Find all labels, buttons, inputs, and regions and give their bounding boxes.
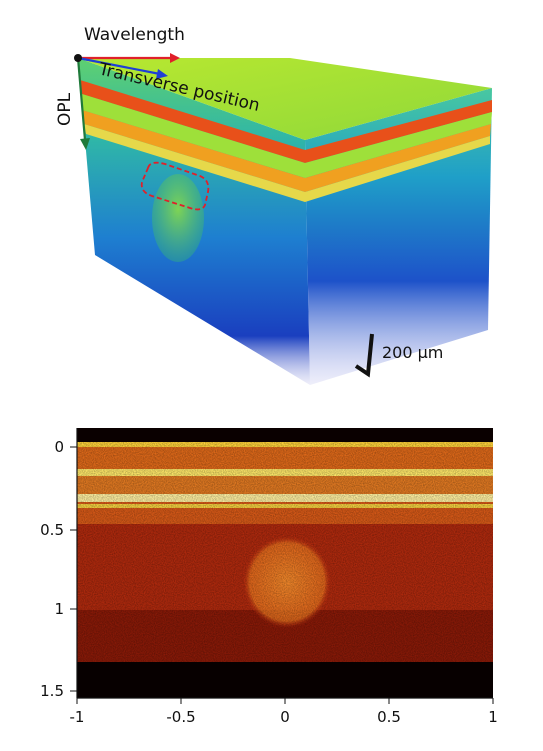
opl-label: OPL (55, 92, 75, 126)
band-green-front (82, 94, 305, 178)
scale-bar-label: 200 μm (382, 343, 443, 362)
volume-rendering: Wavelength Transverse position OPL 200 μ… (55, 25, 492, 385)
bscan-plot-area (77, 428, 493, 698)
x-tick-label: 0.5 (377, 708, 401, 726)
y-tick-label: 1 (54, 600, 64, 618)
x-tick-label: -0.5 (166, 708, 195, 726)
embedded-cell (152, 174, 204, 262)
band-red-front (80, 80, 305, 163)
bottom-black-strip (77, 662, 493, 698)
band-orange-side (305, 124, 491, 192)
opl-arrow-head (80, 138, 90, 150)
x-tick-label: -1 (70, 708, 85, 726)
band-yellow-front (84, 124, 305, 202)
x-ticks: -1 -0.5 0 0.5 1 (70, 698, 498, 726)
top-black-strip (77, 428, 493, 442)
x-tick-label: 1 (488, 708, 498, 726)
transverse-arrow (77, 56, 161, 76)
bscan-image: 0 0.5 1 1.5 -1 -0.5 0 0.5 1 (40, 428, 498, 726)
axis-origin-dot (74, 54, 82, 62)
band-yellow-side (305, 136, 490, 202)
speckle-noise (77, 442, 493, 662)
transverse-arrow-head (156, 69, 168, 79)
y-tick-label: 1.5 (40, 682, 64, 700)
x-tick-label: 0 (280, 708, 290, 726)
wavelength-arrow-head (170, 53, 180, 63)
volume-top-face (78, 58, 492, 140)
y-tick-label: 0.5 (40, 521, 64, 539)
band-orange-front (82, 110, 305, 192)
y-ticks: 0 0.5 1 1.5 (40, 438, 77, 700)
band-red-side (305, 100, 492, 163)
y-tick-label: 0 (54, 438, 64, 456)
roi-dashed-box (140, 161, 210, 211)
opl-arrow (76, 57, 87, 141)
wavelength-label: Wavelength (84, 25, 185, 45)
scale-bar (354, 333, 374, 378)
band-green-side (305, 112, 492, 178)
